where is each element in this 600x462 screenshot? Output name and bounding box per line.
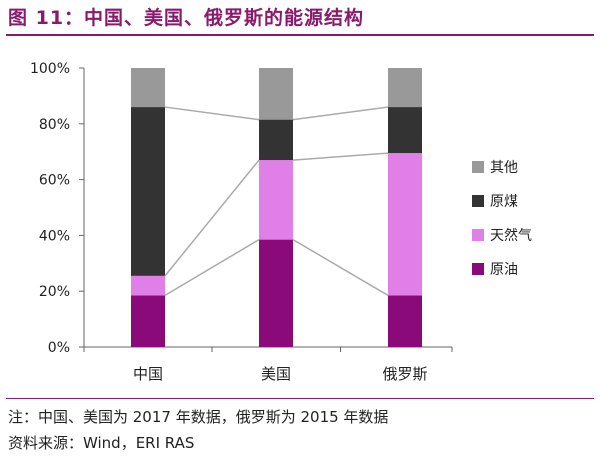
y-tick-label: 80%	[39, 117, 70, 133]
connector-line	[292, 238, 389, 297]
legend-swatch	[472, 195, 484, 207]
legend-swatch	[472, 263, 484, 275]
bar-segment	[259, 160, 293, 240]
y-tick-label: 40%	[39, 228, 70, 244]
connector-line	[164, 106, 260, 121]
bar-segment	[131, 275, 165, 296]
y-tick-label: 0%	[48, 340, 70, 356]
bar-segment	[259, 68, 293, 120]
figure-note: 注：中国、美国为 2017 年数据，俄罗斯为 2015 年数据	[8, 408, 389, 426]
bar-segment	[131, 68, 165, 108]
bar-segment	[388, 107, 422, 154]
legend-label: 原煤	[490, 194, 518, 210]
connector-line	[292, 106, 389, 121]
connector-line	[164, 238, 260, 297]
y-tick-label: 60%	[39, 173, 70, 189]
y-tick-label: 20%	[39, 284, 70, 300]
connector-line	[292, 152, 389, 161]
bar-segment	[259, 119, 293, 161]
legend-swatch	[472, 161, 484, 173]
bar-segment	[388, 295, 422, 347]
x-category-label: 俄罗斯	[382, 365, 427, 383]
bar-segment	[388, 68, 422, 108]
connector-line	[164, 159, 260, 277]
legend-swatch	[472, 229, 484, 241]
legend-label: 原油	[490, 262, 518, 278]
bar-segment	[131, 295, 165, 347]
legend-label: 其他	[490, 160, 518, 176]
title-rule	[6, 34, 594, 36]
figure-source: 资料来源：Wind，ERI RAS	[8, 434, 195, 452]
x-category-label: 中国	[133, 365, 163, 383]
legend-label: 天然气	[490, 227, 532, 244]
bar-segment	[259, 239, 293, 347]
bar-segment	[131, 107, 165, 276]
figure-title: 图 11：中国、美国、俄罗斯的能源结构	[8, 7, 365, 29]
y-tick-label: 100%	[30, 61, 70, 77]
bar-segment	[388, 153, 422, 296]
bottom-rule	[6, 398, 594, 399]
x-category-label: 美国	[261, 365, 291, 383]
